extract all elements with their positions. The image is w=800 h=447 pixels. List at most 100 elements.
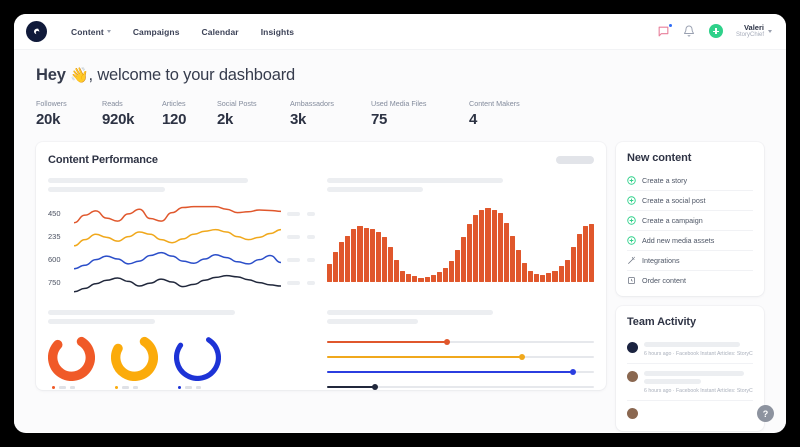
storychief-logo-icon[interactable] — [26, 21, 47, 42]
right-column: New content Create a story Create a socia… — [616, 142, 764, 431]
bar — [552, 270, 558, 282]
bar-chart — [327, 202, 595, 282]
stat-label: Ambassadors — [290, 99, 334, 108]
placeholder-line — [48, 319, 155, 324]
nav-item-calendar[interactable]: Calendar — [202, 27, 239, 37]
line-axis-label: 600 — [48, 255, 61, 264]
new-content-item[interactable]: Create a social post — [627, 190, 753, 210]
activity-body: 6 hours ago · Facebook Instant Articles:… — [644, 342, 753, 357]
nav-item-label: Content — [71, 26, 104, 37]
placeholder-line — [327, 187, 424, 192]
bar — [375, 232, 381, 282]
new-content-item[interactable]: Create a campaign — [627, 210, 753, 230]
nav-item-campaigns[interactable]: Campaigns — [133, 27, 180, 37]
stats-row: Followers 20k Reads 920k Articles 120 Social P… — [36, 99, 764, 128]
slider-knob[interactable] — [372, 383, 379, 390]
slider-knob[interactable] — [444, 338, 451, 345]
slider-knob[interactable] — [569, 368, 576, 375]
bar — [540, 274, 546, 282]
slider-row[interactable] — [327, 334, 594, 349]
help-button[interactable]: ? — [757, 405, 774, 422]
placeholder-value — [287, 280, 300, 285]
user-menu[interactable]: Valeri StoryChief — [736, 23, 772, 40]
placeholder-line — [48, 187, 166, 192]
avatar — [627, 370, 638, 382]
bell-icon[interactable] — [683, 25, 696, 38]
bar — [436, 271, 442, 282]
placeholder-value — [307, 257, 315, 262]
slider-row[interactable] — [327, 379, 594, 394]
placeholder-value — [287, 211, 300, 216]
placeholder-line — [327, 178, 504, 183]
bar — [467, 224, 473, 282]
stat-value: 2k — [217, 111, 234, 128]
add-new-button[interactable] — [708, 24, 723, 39]
stat-value: 920k — [102, 111, 135, 128]
activity-item[interactable] — [627, 399, 753, 425]
slider-fill — [327, 370, 573, 373]
user-text: Valeri StoryChief — [736, 23, 764, 40]
slider-track — [327, 385, 594, 388]
bar — [394, 259, 400, 282]
placeholder-text-block — [327, 178, 594, 192]
inbox-icon[interactable] — [657, 22, 673, 38]
line-axis-label: 235 — [48, 232, 61, 241]
activity-body: 6 hours ago · Facebook Instant Articles:… — [644, 370, 753, 394]
bar — [582, 226, 589, 282]
notification-dot-badge — [667, 22, 673, 28]
new-content-item[interactable]: Create a story — [627, 171, 753, 190]
activity-item[interactable]: 6 hours ago · Facebook Instant Articles:… — [627, 335, 753, 363]
placeholder-text-block — [48, 310, 315, 324]
line-row-meta — [287, 234, 315, 239]
placeholder-value — [287, 257, 300, 262]
stat-label: Reads — [102, 99, 123, 108]
greeting-rest: , welcome to your dashboard — [88, 66, 296, 84]
line-axis-label: 750 — [48, 278, 61, 287]
slider-knob[interactable] — [518, 353, 525, 360]
greeting-hey: Hey — [36, 66, 66, 84]
donut-item — [48, 334, 95, 390]
nav-item-label: Insights — [260, 26, 295, 37]
bar — [564, 259, 570, 282]
stat-value: 3k — [290, 111, 307, 128]
line-chart-row: 750 — [48, 271, 315, 294]
line-chart-row: 600 — [48, 248, 315, 271]
placeholder-line — [48, 178, 249, 183]
placeholder-line — [644, 379, 701, 384]
slider-row[interactable] — [327, 349, 594, 364]
team-activity-list: 6 hours ago · Facebook Instant Articles:… — [627, 335, 753, 425]
sparkline — [74, 203, 281, 225]
chevron-down-icon — [768, 29, 772, 33]
legend-dot — [178, 386, 182, 390]
bar — [558, 266, 564, 282]
new-content-item[interactable]: Order content — [627, 270, 753, 290]
new-content-item[interactable]: Add new media assets — [627, 230, 753, 250]
line-chart: 450 235 600 750 — [48, 202, 315, 294]
filter-placeholder-button[interactable] — [556, 156, 594, 164]
line-row-meta — [287, 280, 315, 285]
placeholder-value — [307, 211, 315, 216]
bar — [528, 270, 534, 282]
dashboard-page: Hey 👋, welcome to your dashboard Followe… — [14, 50, 786, 432]
plus-circle-icon — [627, 196, 636, 205]
slider-fill — [327, 355, 522, 358]
nav-item-content[interactable]: Content — [71, 27, 111, 37]
placeholder-text-block — [48, 178, 315, 192]
placeholder-line — [644, 370, 745, 376]
stat-item: Reads 920k — [102, 99, 162, 128]
activity-item[interactable]: 6 hours ago · Facebook Instant Articles:… — [627, 362, 753, 400]
bar — [534, 274, 540, 282]
nav-item-insights[interactable]: Insights — [261, 27, 294, 37]
wand-icon — [627, 256, 636, 265]
slider-row[interactable] — [327, 364, 594, 379]
plus-icon — [712, 28, 719, 35]
bar — [570, 246, 576, 282]
bar — [406, 274, 412, 282]
legend-dot — [52, 386, 56, 390]
new-content-item[interactable]: Integrations — [627, 250, 753, 270]
legend-placeholder — [70, 386, 76, 389]
bar-chart-panel — [327, 178, 595, 294]
bar — [485, 208, 491, 282]
bar — [448, 261, 454, 282]
stat-item: Content Makers 4 — [469, 99, 559, 128]
